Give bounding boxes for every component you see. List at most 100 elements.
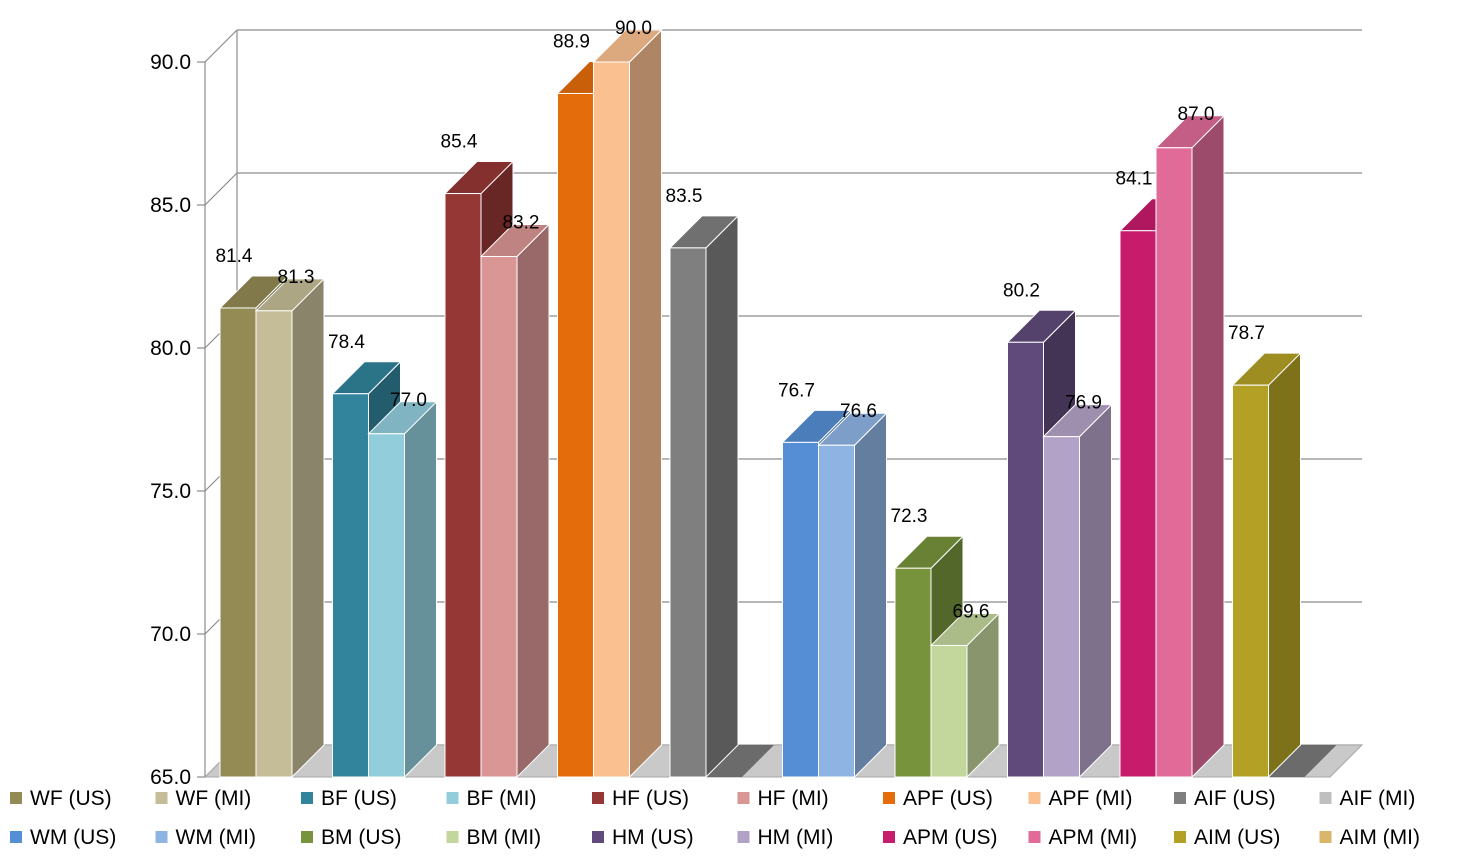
bar bbox=[1232, 384, 1269, 778]
legend-swatch bbox=[155, 831, 168, 843]
legend-swatch bbox=[1174, 831, 1186, 843]
bar bbox=[930, 644, 968, 778]
bar bbox=[1007, 341, 1044, 778]
bar-side bbox=[1268, 351, 1301, 779]
legend-swatch bbox=[737, 792, 750, 804]
legend-label: BM (MI) bbox=[467, 826, 542, 849]
legend-label: APM (MI) bbox=[1049, 826, 1138, 849]
bar bbox=[255, 310, 293, 778]
legend-swatch bbox=[155, 792, 168, 804]
legend-swatch bbox=[10, 792, 22, 804]
bar bbox=[894, 567, 932, 778]
bars bbox=[218, 28, 1302, 779]
bar-side bbox=[854, 412, 887, 779]
bar-side bbox=[705, 214, 739, 779]
data-label: 81.4 bbox=[216, 246, 253, 267]
empty-bar-slot bbox=[1268, 745, 1337, 777]
legend-swatch bbox=[446, 792, 459, 804]
legend-swatch bbox=[883, 831, 895, 843]
data-label: 78.4 bbox=[328, 332, 365, 353]
legend-label: APF (MI) bbox=[1049, 787, 1133, 810]
legend-swatch bbox=[883, 792, 895, 804]
legend-label: BF (MI) bbox=[467, 787, 537, 810]
legend-label: HF (MI) bbox=[758, 787, 829, 810]
legend-label: WM (MI) bbox=[176, 826, 256, 849]
legend-swatch bbox=[737, 831, 750, 843]
legend-swatch bbox=[301, 831, 313, 843]
y-tick-label: 85.0 bbox=[150, 194, 191, 217]
legend-label: APF (US) bbox=[903, 787, 993, 810]
legend-swatch bbox=[592, 831, 604, 843]
legend-label: AIF (MI) bbox=[1340, 787, 1416, 810]
bar bbox=[557, 92, 594, 778]
legend-label: BF (US) bbox=[321, 787, 397, 810]
bar bbox=[1155, 147, 1193, 778]
y-tick-label: 75.0 bbox=[150, 480, 191, 503]
data-label: 72.3 bbox=[891, 506, 928, 527]
data-label: 81.3 bbox=[278, 267, 315, 288]
data-label: 83.5 bbox=[666, 186, 703, 207]
legend-swatch bbox=[1319, 792, 1332, 804]
data-label: 69.6 bbox=[953, 601, 990, 622]
data-label: 76.9 bbox=[1065, 393, 1102, 414]
gridline-side bbox=[204, 172, 238, 206]
y-tick-label: 70.0 bbox=[150, 623, 191, 646]
data-label: 90.0 bbox=[615, 18, 652, 39]
legend-label: WF (US) bbox=[30, 787, 112, 810]
legend-label: APM (US) bbox=[903, 826, 998, 849]
legend-label: AIM (MI) bbox=[1340, 826, 1420, 849]
bar-side bbox=[404, 400, 437, 779]
data-label: 84.1 bbox=[1116, 169, 1153, 190]
legend-label: HF (US) bbox=[612, 787, 689, 810]
legend-swatch bbox=[1028, 792, 1041, 804]
bar-side bbox=[1079, 403, 1112, 779]
bar bbox=[782, 441, 819, 778]
legend-swatch bbox=[592, 792, 604, 804]
legend-swatch bbox=[1319, 831, 1332, 843]
legend-label: HM (US) bbox=[612, 826, 694, 849]
y-axis-ticks: 65.0 70.0 75.0 80.0 85.0 90.0 bbox=[150, 51, 205, 789]
empty-bar-slot bbox=[706, 745, 774, 777]
legend-label: BM (US) bbox=[321, 826, 402, 849]
data-label: 87.0 bbox=[1178, 104, 1215, 125]
bar bbox=[368, 433, 405, 778]
bar-side bbox=[291, 277, 325, 779]
legend-label: AIM (US) bbox=[1194, 826, 1280, 849]
data-label: 76.6 bbox=[840, 401, 877, 422]
legend-swatch bbox=[1174, 792, 1186, 804]
legend-swatch bbox=[301, 792, 313, 804]
legend-swatch bbox=[446, 831, 459, 843]
data-labels: 81.4 81.3 78.4 77.0 85.4 83.2 88.9 90.0 83.5 76.7… bbox=[216, 18, 1265, 622]
legend-label: WF (MI) bbox=[176, 787, 252, 810]
bar bbox=[1043, 436, 1080, 778]
gridline-side bbox=[204, 29, 238, 63]
data-label: 78.7 bbox=[1228, 323, 1265, 344]
bar bbox=[444, 193, 482, 778]
legend-label: AIF (US) bbox=[1194, 787, 1276, 810]
legend-swatch bbox=[10, 831, 22, 843]
bar bbox=[332, 393, 369, 778]
data-label: 80.2 bbox=[1003, 280, 1040, 301]
y-tick-label: 65.0 bbox=[150, 766, 191, 789]
data-label: 76.7 bbox=[778, 380, 815, 401]
data-label: 77.0 bbox=[390, 390, 427, 411]
legend-label: WM (US) bbox=[30, 826, 116, 849]
bar bbox=[480, 255, 518, 778]
y-tick-label: 80.0 bbox=[150, 337, 191, 360]
bar bbox=[818, 444, 855, 778]
data-label: 88.9 bbox=[553, 31, 590, 52]
bar-side bbox=[1191, 114, 1225, 779]
bar bbox=[669, 247, 707, 778]
legend-label: HM (MI) bbox=[758, 826, 834, 849]
legend-swatch bbox=[1028, 831, 1041, 843]
bar bbox=[593, 61, 630, 778]
bar-side bbox=[516, 223, 550, 779]
data-label: 83.2 bbox=[503, 212, 540, 233]
bar-side bbox=[629, 28, 662, 779]
data-label: 85.4 bbox=[441, 132, 478, 153]
bar bbox=[1119, 230, 1157, 778]
bar bbox=[219, 307, 257, 778]
legend: WF (US) WF (MI) BF (US) BF (MI) HF (US) HF (M… bbox=[10, 787, 1420, 849]
